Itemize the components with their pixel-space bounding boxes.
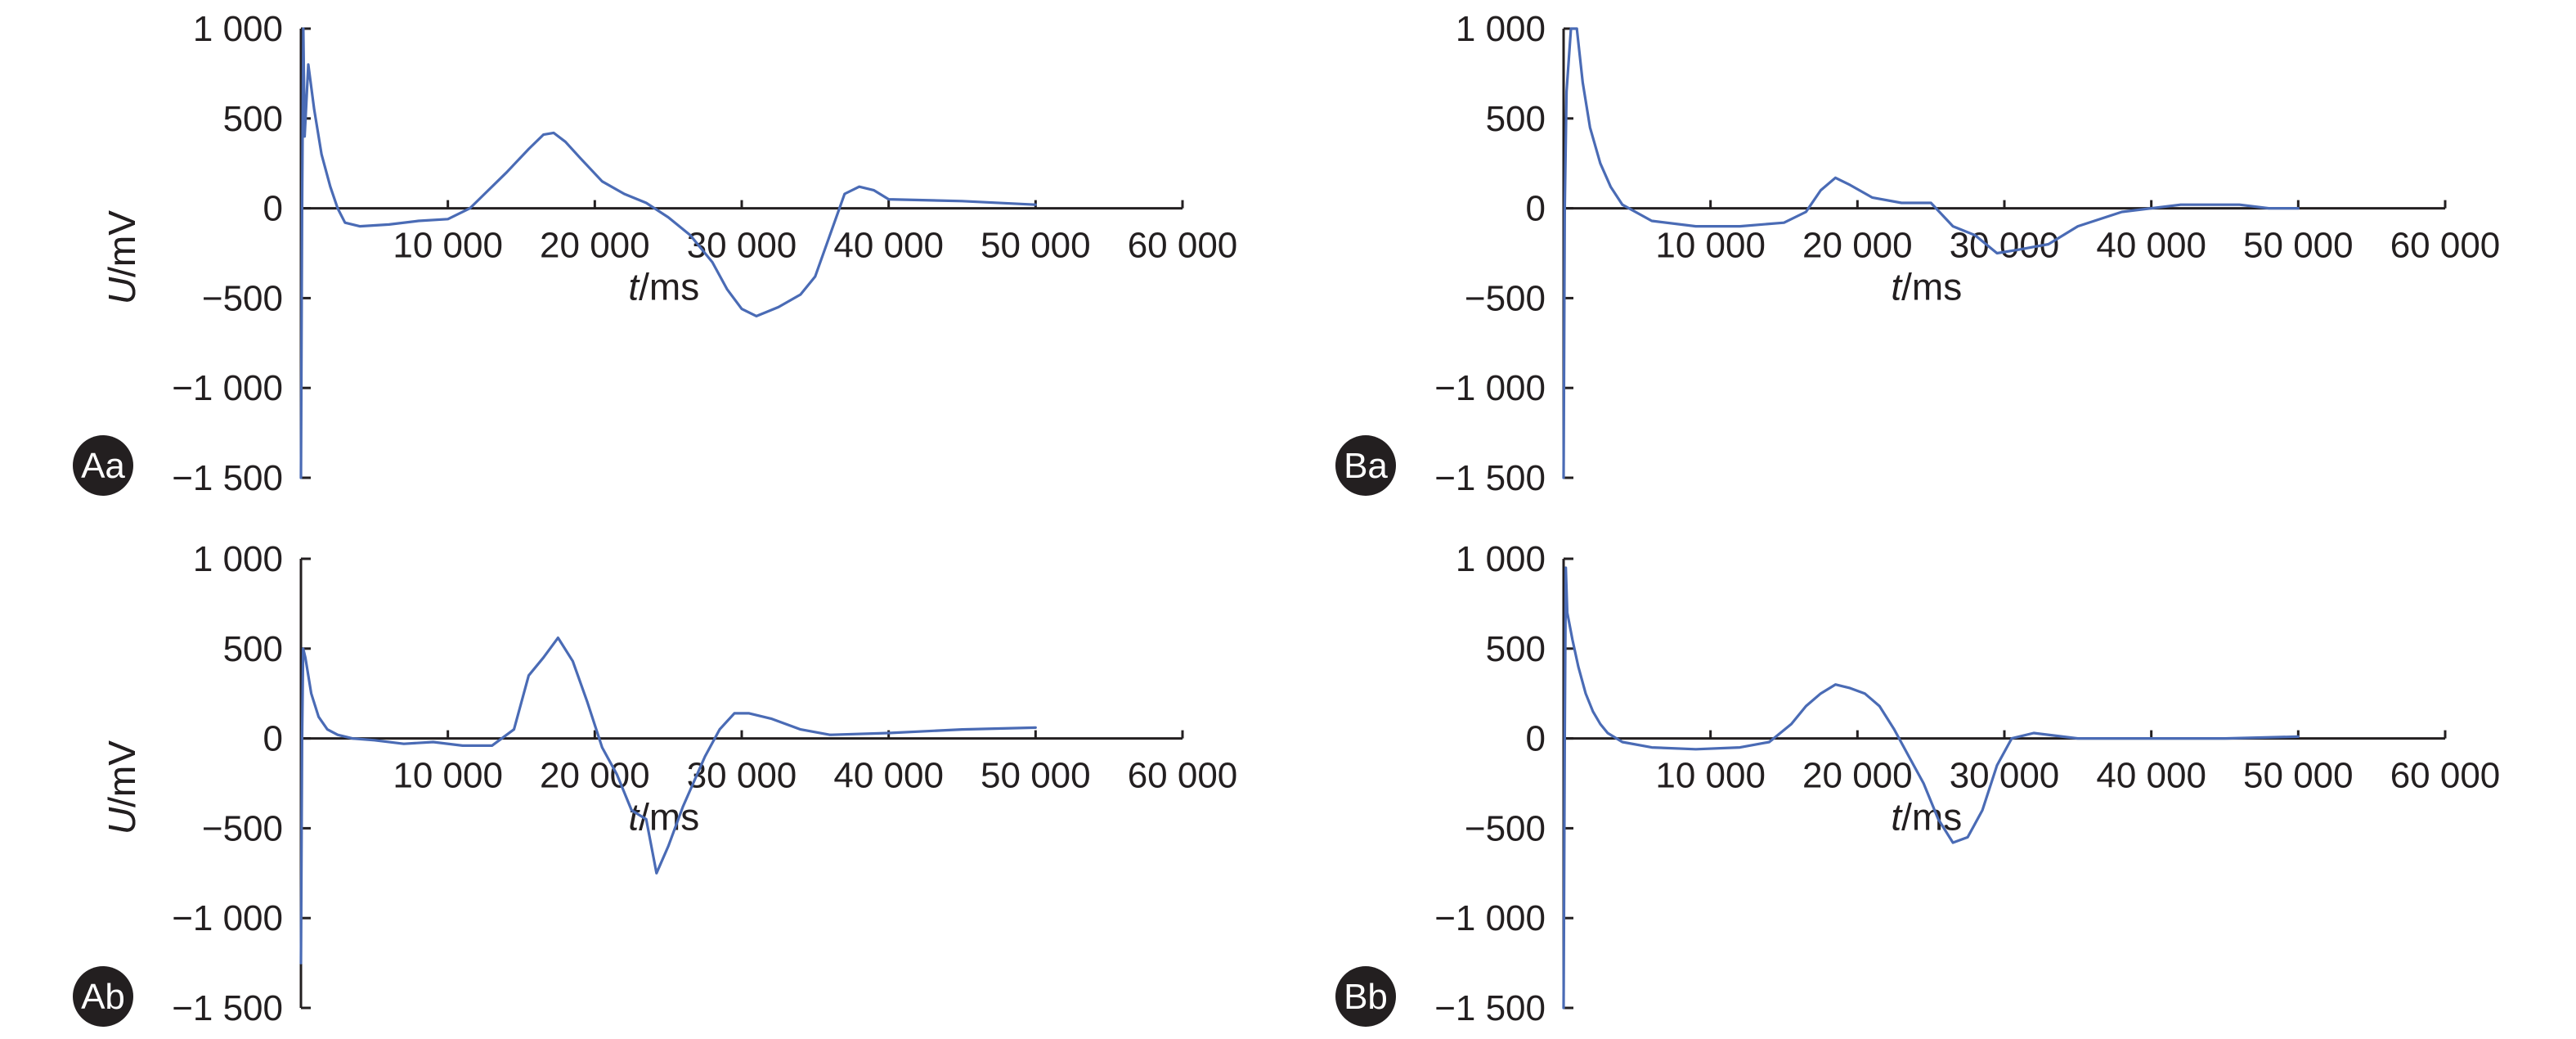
x-tick-label: 20 000 xyxy=(1802,756,1913,796)
y-axis-variable: U xyxy=(101,807,143,834)
x-tick-label: 60 000 xyxy=(1128,756,1238,796)
series-line-ab xyxy=(299,636,1037,965)
x-axis-title: t/ms xyxy=(628,266,699,308)
y-axis-unit: /mV xyxy=(101,210,143,277)
y-tick-label: −1 500 xyxy=(172,988,283,1028)
x-tick-label: 20 000 xyxy=(540,756,650,796)
y-axis-title: U/mV xyxy=(101,210,143,304)
x-tick-label: 60 000 xyxy=(2390,756,2501,796)
y-tick-label: 500 xyxy=(1486,99,1546,139)
y-tick-label: −1 500 xyxy=(172,458,283,498)
y-tick-label: 0 xyxy=(263,189,283,229)
x-tick-label: 20 000 xyxy=(1802,226,1913,266)
x-tick-label: 30 000 xyxy=(687,756,797,796)
panel-badge xyxy=(1335,966,1396,1027)
y-tick-label: −500 xyxy=(1465,278,1546,318)
y-axis-unit: /mV xyxy=(101,740,143,807)
series-line-aa xyxy=(299,27,1037,479)
y-tick-label: −1 000 xyxy=(1434,368,1546,408)
x-axis-variable: t xyxy=(1891,266,1903,308)
y-tick-label: 0 xyxy=(1526,719,1546,759)
chart-panel-aa: 1 000 500 0 −500 −1 000 −1 500 10 000 20 000 30 … xyxy=(73,9,1237,498)
x-tick-label: 10 000 xyxy=(1655,756,1766,796)
y-tick-label: −500 xyxy=(202,808,283,848)
panel-badge xyxy=(73,966,133,1027)
x-tick-label: 60 000 xyxy=(2390,226,2501,266)
y-axis-unit: /mV xyxy=(101,210,143,277)
x-axis-title: t/ms xyxy=(1891,796,1962,839)
panel-badge xyxy=(73,435,133,496)
x-axis-variable: t xyxy=(628,266,640,308)
x-tick-label: 10 000 xyxy=(1655,226,1766,266)
y-axis-variable: U xyxy=(101,277,143,304)
x-axis-variable: t xyxy=(1891,796,1903,839)
chart-panel-ab: 1 000 500 0 −500 −1 000 −1 500 10 000 20 000 30 … xyxy=(73,539,1237,1028)
y-axis-variable: U xyxy=(101,807,143,834)
x-axis-unit: /ms xyxy=(1901,266,1962,308)
x-tick-label: 10 000 xyxy=(393,226,503,266)
panel-badge-label: Ab xyxy=(81,977,125,1017)
x-tick-label: 60 000 xyxy=(1128,226,1238,266)
y-axis-title: U/mV xyxy=(101,210,143,304)
y-tick-label: −500 xyxy=(202,278,283,318)
x-tick-label: 40 000 xyxy=(2096,756,2206,796)
x-axis-variable: t xyxy=(628,796,640,839)
panel-badge-label: Ba xyxy=(1344,446,1388,486)
x-tick-label: 40 000 xyxy=(2096,226,2206,266)
series-line-bb xyxy=(1562,566,2300,1010)
y-tick-label: 500 xyxy=(223,99,283,139)
x-axis-title: t/ms xyxy=(1891,266,1962,308)
y-tick-label: 0 xyxy=(263,719,283,759)
y-tick-label: 500 xyxy=(1486,629,1546,669)
x-axis-title: t/ms xyxy=(628,796,699,839)
x-tick-label: 30 000 xyxy=(1950,756,2060,796)
x-tick-label: 50 000 xyxy=(2243,756,2354,796)
series-line-ba xyxy=(1562,27,2300,479)
y-tick-label: −500 xyxy=(1465,808,1546,848)
y-axis-unit: /mV xyxy=(101,740,143,807)
chart-panel-bb: 1 000 500 0 −500 −1 000 −1 500 10 000 20 000 30 … xyxy=(101,539,2500,1028)
y-axis-title: U/mV xyxy=(101,740,143,834)
y-tick-label: −1 000 xyxy=(1434,898,1546,938)
x-tick-label: 50 000 xyxy=(981,226,1091,266)
panel-badge xyxy=(1335,435,1396,496)
chart-panel-ba: 1 000 500 0 −500 −1 000 −1 500 10 000 20 000 30 … xyxy=(101,9,2500,498)
y-tick-label: 1 000 xyxy=(1456,9,1546,49)
x-tick-label: 20 000 xyxy=(540,226,650,266)
x-axis-unit: /ms xyxy=(639,266,699,308)
x-tick-label: 50 000 xyxy=(2243,226,2354,266)
y-tick-label: −1 000 xyxy=(172,368,283,408)
panel-badge-label: Aa xyxy=(81,446,125,486)
y-tick-label: 500 xyxy=(223,629,283,669)
y-tick-label: 1 000 xyxy=(193,539,283,579)
x-tick-label: 50 000 xyxy=(981,756,1091,796)
y-tick-label: −1 500 xyxy=(1434,988,1546,1028)
x-tick-label: 40 000 xyxy=(833,226,944,266)
panel-badge-label: Bb xyxy=(1344,977,1388,1017)
x-tick-label: 10 000 xyxy=(393,756,503,796)
x-tick-label: 40 000 xyxy=(833,756,944,796)
y-axis-title: U/mV xyxy=(101,740,143,834)
y-tick-label: 1 000 xyxy=(1456,539,1546,579)
y-tick-label: −1 500 xyxy=(1434,458,1546,498)
y-tick-label: 0 xyxy=(1526,189,1546,229)
x-tick-label: 30 000 xyxy=(687,226,797,266)
y-tick-label: −1 000 xyxy=(172,898,283,938)
y-axis-variable: U xyxy=(101,277,143,304)
y-tick-label: 1 000 xyxy=(193,9,283,49)
